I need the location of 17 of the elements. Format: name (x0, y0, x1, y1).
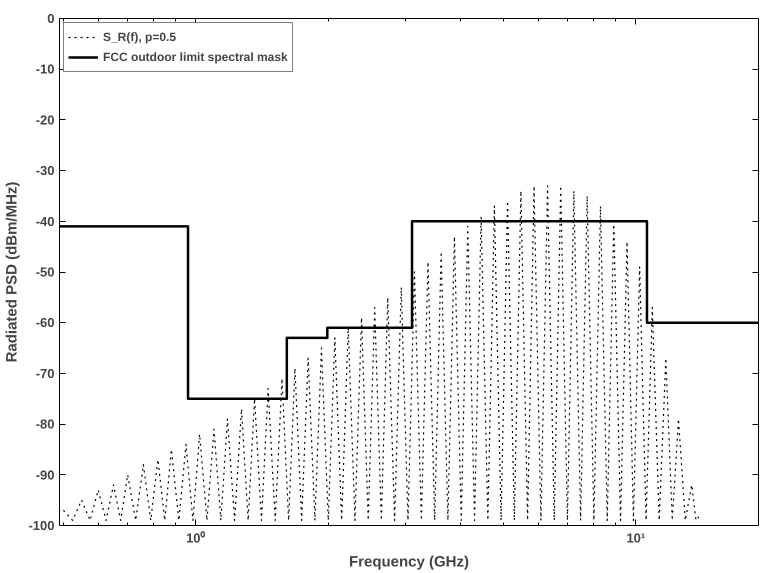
legend-label: S_R(f), p=0.5 (103, 30, 176, 44)
y-tick-label: -50 (36, 264, 55, 280)
y-axis-title: Radiated PSD (dBm/MHz) (3, 182, 20, 362)
y-tick-label: -20 (36, 112, 55, 128)
y-tick-label: -40 (36, 214, 55, 229)
y-tick-label: -30 (36, 163, 55, 178)
x-tick-label: 10¹ (626, 530, 646, 546)
legend-label: FCC outdoor limit spectral mask (103, 50, 288, 64)
x-tick-label: 10⁰ (186, 530, 206, 546)
y-tick-label: -100 (28, 518, 55, 533)
y-tick-label: 0 (47, 11, 55, 26)
y-tick-label: -10 (36, 62, 55, 77)
y-tick-label: -60 (36, 315, 55, 330)
y-tick-label: -80 (36, 416, 55, 432)
y-tick-label: -90 (36, 467, 55, 482)
y-tick-label: -70 (36, 366, 55, 381)
x-axis-title: Frequency (GHz) (348, 554, 470, 570)
